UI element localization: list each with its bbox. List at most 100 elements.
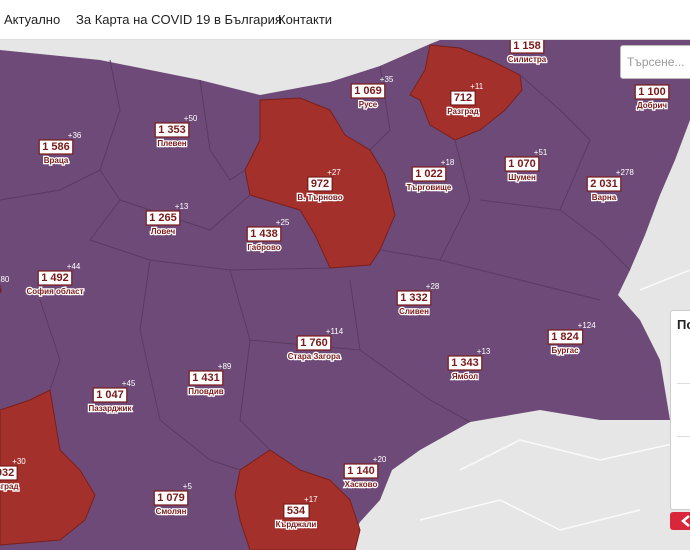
region-count: 1 332 xyxy=(400,292,428,304)
region-delta: +25 xyxy=(276,218,290,227)
region-name: Сливен xyxy=(399,307,429,316)
region-count: 1 022 xyxy=(415,168,443,180)
region-count: 1 069 xyxy=(354,85,382,97)
count-box xyxy=(38,139,74,155)
region-count: 2 031 xyxy=(590,178,618,190)
region-delta: +28 xyxy=(426,282,440,291)
count-box xyxy=(153,490,189,506)
region-name: Разград xyxy=(447,107,479,116)
count-box xyxy=(350,83,386,99)
region-delta: +30 xyxy=(12,457,26,466)
region-delta: +35 xyxy=(380,75,394,84)
region-count: 1 047 xyxy=(96,389,124,401)
count-box xyxy=(307,176,333,192)
count-box xyxy=(0,465,18,481)
region-count: 1 079 xyxy=(157,492,185,504)
divider xyxy=(677,383,690,384)
region-delta: +45 xyxy=(122,379,136,388)
count-box xyxy=(246,226,282,242)
region-name: Силистра xyxy=(508,55,547,64)
region-name: Ловеч xyxy=(151,227,176,236)
region-delta: +114 xyxy=(326,327,344,336)
collapse-button[interactable] xyxy=(670,512,690,530)
region-name: Кърджали xyxy=(276,520,317,529)
nav-link[interactable]: Контакти xyxy=(278,12,333,27)
region-count: 1 431 xyxy=(192,372,220,384)
region-delta: +17 xyxy=(304,495,318,504)
count-box xyxy=(586,176,622,192)
nav-link[interactable]: Актуално xyxy=(4,12,61,27)
region-count: 1 586 xyxy=(42,141,70,153)
region-count: 1 140 xyxy=(347,465,375,477)
map: 1 158 Силистра 1 069+35 Русе 712+11 Разград 1 … xyxy=(0,40,690,550)
count-box xyxy=(343,463,379,479)
count-box xyxy=(547,329,584,345)
region-labels: 1 158 Силистра 1 069+35 Русе 712+11 Разград 1 … xyxy=(0,40,670,530)
region-name: Хасково xyxy=(345,480,378,489)
count-box xyxy=(396,290,432,306)
region-name: Стара Загора xyxy=(288,352,341,361)
region-count: 1 343 xyxy=(451,357,479,369)
count-box xyxy=(634,84,670,100)
region-delta: +20 xyxy=(373,455,387,464)
region-delta: +124 xyxy=(578,321,597,330)
region-delta: +51 xyxy=(534,148,548,157)
count-box xyxy=(450,90,476,106)
region-count: 1 070 xyxy=(508,158,536,170)
region-delta: +50 xyxy=(184,114,198,123)
count-box xyxy=(188,370,224,386)
region-name: Търговище xyxy=(407,183,452,192)
region-delta: +13 xyxy=(175,202,189,211)
region-count: 712 xyxy=(454,92,472,104)
region-name: Габрово xyxy=(247,243,280,252)
region-delta: +36 xyxy=(68,131,82,140)
region-delta: +11 xyxy=(470,82,484,91)
count-box xyxy=(154,122,190,138)
region-name: Смолян xyxy=(156,507,187,516)
region-name: Плевен xyxy=(157,139,186,148)
region-count: 1 492 xyxy=(41,272,69,284)
region-name: Враца xyxy=(44,156,69,165)
partial-labels: 380 6 xyxy=(0,275,10,296)
divider xyxy=(677,436,690,437)
region-name: Пазарджик xyxy=(89,404,133,413)
region-name: евград xyxy=(0,482,19,491)
region-count: 932 xyxy=(0,467,14,479)
region-count: 1 353 xyxy=(158,124,186,136)
nav-link[interactable]: За Карта на COVID 19 в България xyxy=(76,12,282,27)
region-name: Варна xyxy=(592,193,617,202)
roads xyxy=(419,269,690,531)
region-count: 1 760 xyxy=(300,337,328,349)
side-panel: По xyxy=(670,310,690,510)
region-name: Русе xyxy=(359,100,378,109)
region-delta: +5 xyxy=(183,482,193,491)
region-count: 1 265 xyxy=(149,212,177,224)
region-count: 972 xyxy=(311,178,329,190)
region-delta: +44 xyxy=(67,262,81,271)
partial-label: 380 xyxy=(0,275,10,284)
region-delta: +89 xyxy=(218,362,232,371)
region-name: Ямбол xyxy=(452,372,478,381)
count-box xyxy=(447,355,483,371)
region-delta: +27 xyxy=(327,168,341,177)
count-box xyxy=(145,210,181,226)
region-delta: +18 xyxy=(441,158,455,167)
count-box xyxy=(509,40,545,54)
count-box xyxy=(296,335,332,351)
region-name: Добрич xyxy=(637,101,667,110)
region-count: 1 158 xyxy=(513,40,541,52)
region-delta: +278 xyxy=(616,168,635,177)
count-box xyxy=(504,156,540,172)
search-input[interactable]: Търсене... xyxy=(620,45,690,79)
partial-label: 6 xyxy=(0,284,2,296)
count-box xyxy=(92,387,128,403)
chevron-icon xyxy=(681,515,690,527)
region-delta: +13 xyxy=(477,347,491,356)
region-name: Шумен xyxy=(508,173,536,182)
region-name: Пловдив xyxy=(188,387,224,396)
highlighted-regions xyxy=(0,44,523,550)
region-name: В. Търново xyxy=(297,193,342,202)
count-box xyxy=(411,166,447,182)
region-name: София област xyxy=(27,287,84,296)
